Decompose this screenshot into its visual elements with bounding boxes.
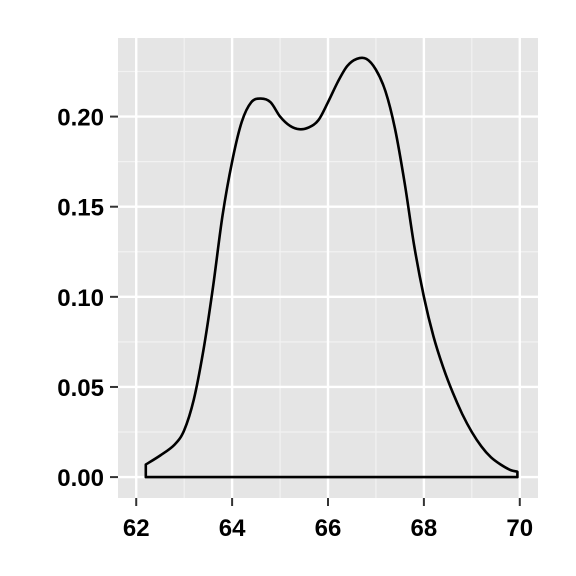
density-series <box>144 56 519 479</box>
y-tick-label: 0.20 <box>57 105 104 132</box>
x-tick-label: 62 <box>123 515 150 542</box>
x-tick-label: 66 <box>315 515 342 542</box>
density-line <box>144 56 519 479</box>
x-tick-label: 70 <box>506 515 533 542</box>
y-tick-label: 0.15 <box>57 195 104 222</box>
x-tick-label: 64 <box>219 515 246 542</box>
y-tick-label: 0.05 <box>57 375 104 402</box>
y-tick-label: 0.00 <box>57 465 104 492</box>
y-axis: 0.00 0.05 0.10 0.15 0.20 <box>57 105 118 492</box>
x-tick-label: 68 <box>411 515 438 542</box>
x-axis: 62 64 66 68 70 <box>123 498 533 542</box>
y-tick-label: 0.10 <box>57 285 104 312</box>
